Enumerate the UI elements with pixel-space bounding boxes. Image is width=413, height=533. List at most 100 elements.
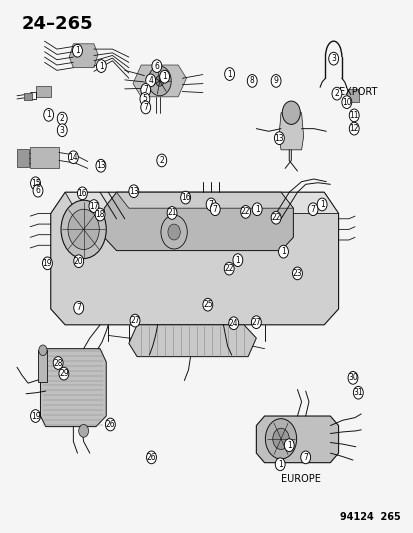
Text: 1: 1 <box>227 69 231 78</box>
Text: 3: 3 <box>59 126 64 135</box>
Text: 13: 13 <box>129 187 138 196</box>
Circle shape <box>43 257 52 270</box>
Circle shape <box>155 76 164 86</box>
Text: 22: 22 <box>240 207 250 216</box>
Circle shape <box>72 44 82 57</box>
Circle shape <box>224 262 234 275</box>
Circle shape <box>140 101 150 114</box>
Text: 13: 13 <box>274 134 283 143</box>
Circle shape <box>271 75 280 87</box>
Text: 1: 1 <box>46 110 51 119</box>
Circle shape <box>159 70 169 83</box>
Text: 23: 23 <box>292 269 301 278</box>
Circle shape <box>105 418 115 431</box>
Text: 3: 3 <box>330 54 335 63</box>
Circle shape <box>202 298 212 311</box>
Text: 2: 2 <box>334 89 339 98</box>
Circle shape <box>278 245 288 258</box>
Text: 7: 7 <box>310 205 315 214</box>
Polygon shape <box>40 349 106 426</box>
Text: 1: 1 <box>280 247 285 256</box>
Circle shape <box>271 212 280 224</box>
Text: 7: 7 <box>143 85 148 94</box>
Polygon shape <box>38 350 47 382</box>
Circle shape <box>251 316 261 328</box>
Text: 30: 30 <box>347 373 357 382</box>
Circle shape <box>265 419 296 459</box>
Circle shape <box>284 439 294 451</box>
Circle shape <box>275 458 285 471</box>
Circle shape <box>274 132 284 144</box>
Circle shape <box>247 75 256 87</box>
Text: 22: 22 <box>224 264 233 273</box>
Circle shape <box>89 200 99 213</box>
Text: 31: 31 <box>353 388 362 397</box>
Text: 94124  265: 94124 265 <box>339 512 399 522</box>
Circle shape <box>292 267 301 280</box>
Polygon shape <box>51 192 338 325</box>
Text: 26: 26 <box>146 453 156 462</box>
Text: 14: 14 <box>69 153 78 162</box>
Circle shape <box>152 60 161 72</box>
Polygon shape <box>17 149 29 167</box>
Circle shape <box>31 177 40 190</box>
Text: 1: 1 <box>99 62 103 70</box>
Polygon shape <box>24 93 32 100</box>
Circle shape <box>316 198 326 211</box>
Circle shape <box>180 191 190 204</box>
Text: 8: 8 <box>249 76 254 85</box>
Polygon shape <box>116 192 293 208</box>
Circle shape <box>341 96 351 109</box>
Circle shape <box>39 345 47 356</box>
Circle shape <box>61 200 106 259</box>
Text: 24–265: 24–265 <box>22 14 93 33</box>
Text: 19: 19 <box>43 259 52 268</box>
Text: 1: 1 <box>277 460 282 469</box>
Circle shape <box>68 209 99 249</box>
Text: EUROPE: EUROPE <box>280 474 320 484</box>
Circle shape <box>33 184 43 197</box>
Polygon shape <box>104 192 293 251</box>
Circle shape <box>157 154 166 167</box>
Text: 28: 28 <box>53 359 63 367</box>
Polygon shape <box>278 113 303 150</box>
Text: 1: 1 <box>75 46 80 55</box>
Text: 27: 27 <box>251 318 261 327</box>
Circle shape <box>282 101 299 124</box>
Text: 6: 6 <box>154 62 159 70</box>
Text: 7: 7 <box>208 200 213 209</box>
Text: 29: 29 <box>59 369 69 378</box>
Text: 17: 17 <box>89 201 98 211</box>
Text: 1: 1 <box>162 72 166 81</box>
Circle shape <box>167 207 176 219</box>
Circle shape <box>145 74 155 87</box>
Circle shape <box>307 203 317 216</box>
Circle shape <box>206 198 216 211</box>
Circle shape <box>240 206 250 218</box>
Text: 16: 16 <box>180 193 190 202</box>
Text: 7: 7 <box>212 205 217 214</box>
Circle shape <box>31 410 40 422</box>
Polygon shape <box>346 89 358 102</box>
Circle shape <box>59 367 69 380</box>
Text: 7: 7 <box>143 103 148 112</box>
Circle shape <box>228 317 238 329</box>
Text: 21: 21 <box>167 208 176 217</box>
Text: 6: 6 <box>36 186 40 195</box>
Text: 16: 16 <box>77 189 87 198</box>
Text: 24: 24 <box>228 319 238 328</box>
Circle shape <box>57 112 67 125</box>
Circle shape <box>349 122 358 135</box>
Polygon shape <box>36 86 51 97</box>
Circle shape <box>68 151 78 164</box>
Text: 15: 15 <box>31 179 40 188</box>
Circle shape <box>77 187 87 200</box>
Circle shape <box>210 203 220 216</box>
Text: 1: 1 <box>254 205 259 214</box>
Polygon shape <box>133 65 186 97</box>
Circle shape <box>140 93 150 106</box>
Circle shape <box>252 203 261 216</box>
Circle shape <box>161 215 187 249</box>
Text: 25: 25 <box>202 300 212 309</box>
Circle shape <box>130 314 140 327</box>
